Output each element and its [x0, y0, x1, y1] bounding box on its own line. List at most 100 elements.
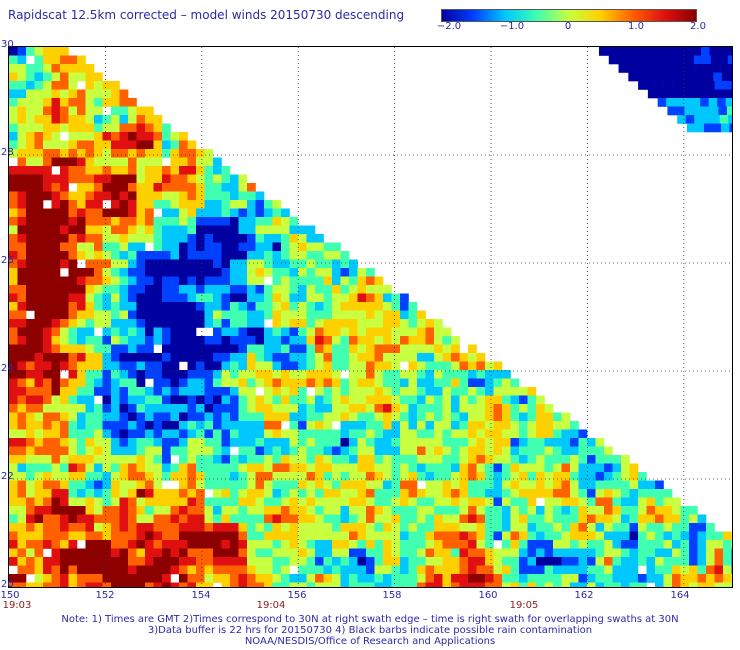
wind-cell — [60, 565, 69, 575]
wind-cell — [434, 361, 443, 371]
wind-cell — [408, 395, 418, 405]
wind-cell — [536, 523, 545, 532]
wind-cell — [468, 523, 477, 532]
wind-cell — [425, 378, 435, 388]
wind-cell — [26, 140, 35, 150]
wind-cell — [9, 217, 18, 226]
wind-cell — [451, 463, 460, 473]
wind-cell — [485, 497, 494, 507]
wind-cell — [187, 404, 197, 413]
wind-cell — [349, 259, 358, 269]
wind-cell — [51, 200, 61, 209]
wind-cell — [145, 115, 154, 124]
wind-cell — [221, 446, 231, 456]
wind-cell — [26, 497, 35, 507]
wind-cell — [9, 208, 18, 218]
wind-cell — [60, 319, 69, 328]
wind-cell — [230, 242, 239, 252]
wind-cell — [77, 506, 86, 515]
wind-cell — [238, 582, 248, 587]
wind-cell — [298, 514, 307, 524]
wind-cell — [544, 438, 554, 447]
wind-cell — [34, 506, 44, 515]
wind-cell — [272, 268, 282, 277]
wind-cell — [425, 582, 435, 587]
wind-cell — [451, 489, 460, 498]
wind-cell — [102, 480, 112, 490]
wind-cell — [476, 497, 486, 507]
wind-cell — [340, 302, 350, 311]
wind-cell — [60, 259, 69, 269]
wind-cell — [111, 132, 120, 141]
wind-cell — [519, 540, 528, 549]
wind-cell — [417, 387, 426, 396]
wind-cell — [527, 557, 537, 566]
wind-cell — [687, 72, 697, 82]
wind-cell — [459, 387, 469, 396]
wind-cell — [332, 480, 341, 490]
wind-cell — [43, 429, 52, 439]
wind-cell — [502, 565, 511, 575]
wind-cell — [595, 574, 605, 583]
wind-cell — [434, 387, 443, 396]
wind-cell — [306, 251, 316, 260]
wind-cell — [238, 540, 248, 549]
wind-cell — [9, 225, 18, 235]
wind-cell — [9, 514, 18, 524]
wind-cell — [659, 55, 669, 65]
wind-cell — [731, 565, 732, 575]
wind-cell — [595, 582, 605, 587]
wind-cell — [238, 336, 248, 345]
wind-cell — [162, 404, 171, 413]
wind-cell — [77, 353, 86, 362]
wind-cell — [34, 81, 44, 90]
wind-cell — [425, 497, 435, 507]
wind-cell — [323, 463, 333, 473]
wind-cell — [221, 506, 231, 515]
wind-cell — [196, 259, 205, 269]
wind-cell — [315, 514, 324, 524]
wind-cell — [664, 89, 674, 99]
wind-cell — [221, 344, 231, 354]
wind-cell — [485, 455, 494, 464]
wind-cell — [213, 327, 222, 337]
wind-cell — [340, 446, 350, 456]
wind-cell — [26, 582, 35, 587]
wind-cell — [315, 446, 324, 456]
wind-cell — [238, 191, 248, 201]
wind-cell — [459, 421, 469, 430]
wind-cell — [145, 217, 154, 226]
wind-cell — [17, 421, 27, 430]
wind-cell — [400, 387, 409, 396]
wind-cell — [60, 446, 69, 456]
wind-cell — [128, 132, 137, 141]
wind-cell — [179, 540, 188, 549]
wind-cell — [544, 429, 554, 439]
wind-cell — [710, 55, 720, 65]
wind-cell — [196, 166, 205, 175]
wind-cell — [51, 98, 61, 107]
wind-cell — [595, 523, 605, 532]
wind-cell — [51, 302, 61, 311]
wind-cell — [408, 489, 418, 498]
wind-cell — [629, 463, 639, 473]
wind-cell — [102, 191, 112, 201]
wind-cell — [85, 446, 95, 456]
wind-cell — [60, 497, 69, 507]
wind-cell — [374, 378, 384, 388]
wind-cell — [51, 565, 61, 575]
wind-cell — [459, 489, 469, 498]
wind-cell — [162, 200, 171, 209]
wind-cell — [94, 574, 103, 583]
wind-cell — [128, 514, 137, 524]
wind-cell — [536, 480, 545, 490]
wind-cell — [153, 582, 163, 587]
wind-cell — [85, 319, 95, 328]
wind-cell — [255, 285, 265, 294]
wind-cell — [119, 268, 129, 277]
wind-cell — [162, 174, 171, 184]
wind-cell — [315, 412, 324, 422]
wind-cell — [561, 582, 571, 587]
wind-cell — [179, 378, 188, 388]
wind-cell — [136, 531, 146, 541]
